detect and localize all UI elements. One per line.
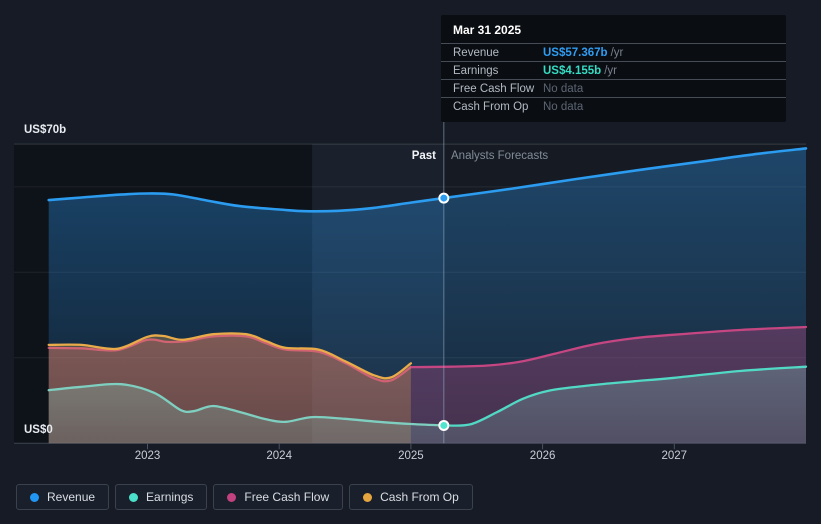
legend-label: Revenue: [47, 490, 96, 504]
tooltip-row-earnings: Earnings US$4.155b /yr: [441, 61, 786, 79]
legend-toggle-earnings[interactable]: Earnings: [115, 484, 208, 510]
tooltip-row-free-cash-flow: Free Cash Flow No data: [441, 79, 786, 97]
legend-label: Cash From Op: [380, 490, 459, 504]
tooltip-label: Earnings: [453, 64, 499, 77]
revenue-past-line: [47, 192, 446, 213]
revenue-forecast-line: [442, 147, 808, 200]
forecast-section-label: Analysts Forecasts: [451, 150, 549, 162]
revenue-dot-icon: [30, 492, 39, 502]
tooltip-label: Revenue: [453, 46, 500, 59]
cash-from-op-dot-icon: [363, 492, 373, 502]
legend-toggle-free-cash-flow[interactable]: Free Cash Flow: [213, 484, 344, 510]
revenue-data-point-marker[interactable]: [438, 192, 450, 204]
tooltip-value: No data: [543, 100, 584, 113]
chart-tooltip: Mar 31 2025 Revenue US$57.367b /yr Earni…: [441, 15, 786, 122]
legend-label: Earnings: [146, 490, 194, 504]
free-cash-flow-forecast-line: [409, 325, 808, 369]
chart-legend: Revenue Earnings Free Cash Flow Cash Fro…: [16, 484, 473, 510]
earnings-past-line: [47, 382, 445, 427]
earnings-dot-icon: [129, 492, 139, 502]
tooltip-row-revenue: Revenue US$57.367b /yr: [441, 43, 786, 61]
earnings-forecast-area: [443, 366, 806, 444]
tooltip-date: Mar 31 2025: [453, 23, 522, 37]
x-tick-label-2025: 2025: [398, 450, 424, 462]
legend-toggle-revenue[interactable]: Revenue: [16, 484, 110, 510]
legend-toggle-cash-from-op[interactable]: Cash From Op: [349, 484, 473, 510]
legend-label: Free Cash Flow: [244, 490, 330, 504]
x-tick-label-2024: 2024: [266, 450, 292, 462]
tooltip-label: Cash From Op: [453, 100, 529, 113]
cash-from-op-past-line: [47, 332, 413, 380]
y-axis-max-label: US$70b: [24, 124, 67, 136]
earnings-data-point-marker[interactable]: [438, 419, 450, 431]
x-tick-label-2023: 2023: [134, 450, 161, 462]
x-tick-label-2027: 2027: [661, 450, 688, 462]
tooltip-label: Free Cash Flow: [453, 82, 535, 95]
tooltip-unit: /yr: [610, 46, 624, 59]
past-section-label: Past: [411, 150, 436, 162]
x-tick-label-2026: 2026: [529, 450, 556, 462]
free-cash-flow-dot-icon: [227, 492, 237, 502]
y-axis-zero-label: US$0: [24, 424, 53, 436]
tooltip-value: US$57.367b: [543, 46, 608, 59]
tooltip-value: US$4.155b: [543, 64, 602, 77]
tooltip-value: No data: [543, 82, 584, 95]
earnings-forecast-line: [442, 365, 808, 427]
tooltip-row-cash-from-op: Cash From Op No data: [441, 97, 786, 115]
tooltip-unit: /yr: [604, 64, 617, 77]
earnings-past-area: [48, 383, 444, 444]
